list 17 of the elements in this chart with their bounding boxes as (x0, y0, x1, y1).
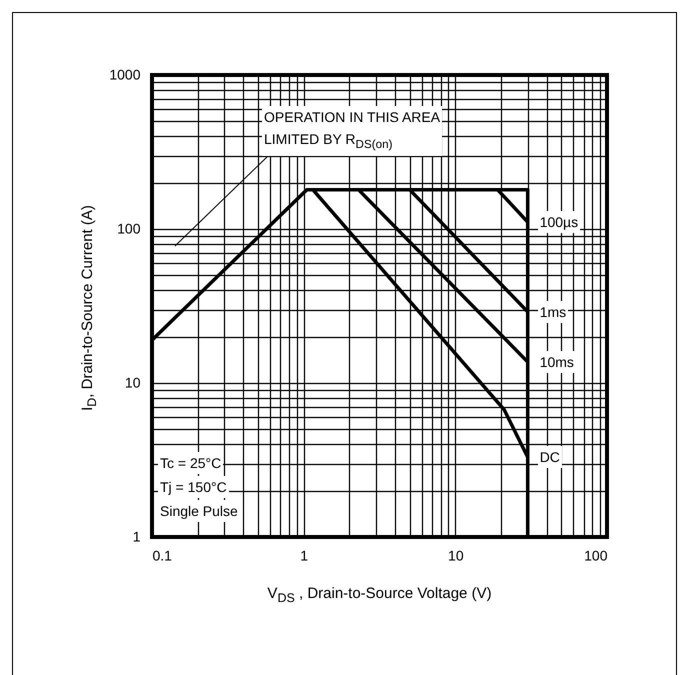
annotation: Tj = 150°C (158, 476, 229, 498)
x-tick-label: 10 (448, 548, 464, 564)
x-tick-label: 0.1 (152, 548, 172, 564)
x-tick-label: 1 (300, 548, 308, 564)
y-tick-label: 10 (124, 374, 141, 390)
x-axis-title: V$_{DS}$ , Drain-to-Source Voltage (V) (266, 584, 493, 607)
series-label: 1ms (538, 300, 568, 323)
series-label: 100µs (538, 211, 580, 234)
annotation: Single Pulse (158, 500, 240, 522)
series-label: 10ms (538, 350, 576, 373)
annotation: OPERATION IN THIS AREA LIMITED BY R$_{DS(on)}$ (262, 106, 442, 156)
y-tick-label: 1000 (109, 66, 141, 82)
x-tick-label: 100 (584, 548, 608, 564)
annotation: Tc = 25°C (158, 452, 224, 474)
y-tick-label: 100 (117, 220, 141, 236)
series-label: DC (538, 446, 562, 468)
y-tick-label: 1 (132, 528, 141, 544)
